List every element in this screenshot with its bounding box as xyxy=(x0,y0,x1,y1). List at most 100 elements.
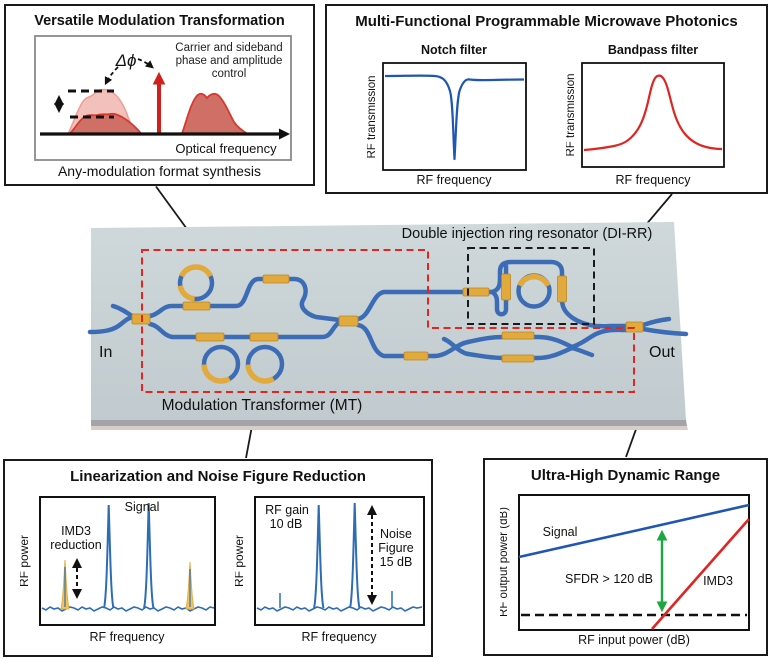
nf-y-label: RF power xyxy=(235,535,246,587)
input-waveguide xyxy=(87,314,136,335)
bandpass-y-label: RF transmission xyxy=(566,73,577,156)
imd3-label-line2: reduction xyxy=(50,538,101,552)
imd3-x-label: RF frequency xyxy=(89,630,165,644)
heater-lower-branch xyxy=(403,351,429,361)
dr-y-label: RF output power (dB) xyxy=(500,507,510,617)
heater-lens-upper xyxy=(501,331,535,340)
bandpass-filter-plot: Bandpass filter RF transmission RF frequ… xyxy=(566,43,725,187)
bandpass-x-label: RF frequency xyxy=(615,173,691,187)
dr-x-label: RF input power (dB) xyxy=(578,633,690,647)
output-upper-waveguide xyxy=(640,316,672,328)
notch-curve xyxy=(384,74,525,161)
note-line-3: control xyxy=(211,68,247,80)
dr-plot-frame xyxy=(518,494,750,631)
heater-ring1-bus xyxy=(182,301,211,311)
panel-modulation: Versatile Modulation Transformation xyxy=(4,4,315,186)
signal-label: Signal xyxy=(125,500,160,514)
crossing-waveguide-b xyxy=(441,336,471,357)
signal-line xyxy=(518,503,750,559)
spectrum-hump-right xyxy=(180,92,251,135)
notch-filter-plot: Notch filter RF transmission RF frequenc… xyxy=(367,43,527,187)
sfdr-label: SFDR > 120 dB xyxy=(565,572,653,586)
lens-output-stub xyxy=(569,345,595,358)
lower-branch-waveguide xyxy=(355,322,437,359)
nf-noise-floor-trace xyxy=(256,606,423,612)
note-line-1: Carrier and sideband xyxy=(175,42,283,54)
panel-linearization: Linearization and Noise Figure Reduction… xyxy=(3,459,433,657)
nf-x-label: RF frequency xyxy=(301,630,377,644)
imd3-y-label: RF power xyxy=(20,535,31,587)
notch-y-label: RF transmission xyxy=(367,75,378,158)
heater-dirr-input xyxy=(462,287,490,297)
panel-dynamic-range: Ultra-High Dynamic Range Signal SFDR > 1… xyxy=(483,458,768,656)
center-coupler xyxy=(338,315,359,327)
imd3-spectrum-plot: Signal IMD3 reduction RF power RF freque… xyxy=(20,496,216,644)
bandpass-filter-title: Bandpass filter xyxy=(608,43,698,57)
imd3-label-line1: IMD3 xyxy=(61,524,91,538)
heater-lens-lower xyxy=(501,354,535,363)
heater-dirr-right xyxy=(557,275,567,303)
dirr-input-waveguide xyxy=(355,289,495,322)
modulation-plot: Δϕ Optical frequency xyxy=(34,35,292,161)
bandpass-curve xyxy=(583,74,723,152)
dirr-dashed-box xyxy=(467,247,595,325)
chip-in-label: In xyxy=(99,344,112,361)
signal-peak-2 xyxy=(143,502,155,609)
heater-lower-arm-1 xyxy=(195,332,225,342)
axis-arrowhead xyxy=(279,128,290,140)
chip-edge-shadow xyxy=(91,420,687,426)
dirr-loop-waveguide xyxy=(489,259,631,329)
panel-linearization-title: Linearization and Noise Figure Reduction xyxy=(70,468,366,485)
imd3-line xyxy=(651,518,750,630)
nf-plot-frame xyxy=(254,496,425,626)
mt-label: Modulation Transformer (MT) xyxy=(162,397,363,414)
dphi-pointer-left xyxy=(104,66,119,86)
panel-dynamic-range-title: Ultra-High Dynamic Range xyxy=(530,467,721,484)
optical-frequency-label: Optical frequency xyxy=(175,141,277,156)
crossing-waveguide-a xyxy=(431,339,471,359)
dynamic-range-plot: Signal SFDR > 120 dB IMD3 RF output powe… xyxy=(500,494,750,647)
nf-label-line2: Figure xyxy=(378,541,413,555)
bandpass-plot-frame xyxy=(581,62,725,168)
connector-linearization-line xyxy=(245,425,253,459)
signal-peak-1 xyxy=(103,504,115,609)
input-stub-waveguide xyxy=(110,303,135,319)
chip-substrate xyxy=(91,222,686,420)
dirr-injection-waveguide xyxy=(489,263,509,317)
modulation-plot-frame xyxy=(34,35,292,161)
modulation-caption: Any-modulation format synthesis xyxy=(57,163,262,179)
dr-signal-label: Signal xyxy=(543,525,578,539)
nf-label-line3: 15 dB xyxy=(380,555,413,569)
panel-modulation-title: Versatile Modulation Transformation xyxy=(34,13,285,29)
mt-dashed-box xyxy=(141,249,635,393)
heater-lower-arm-2 xyxy=(249,332,279,342)
nf-signal-peak-2 xyxy=(349,502,361,609)
notch-x-label: RF frequency xyxy=(416,173,492,187)
dphi-pointer-right xyxy=(137,58,154,69)
dphi-label: Δϕ xyxy=(115,51,137,70)
chip-edge-highlight xyxy=(91,426,688,430)
rf-gain-line2: 10 dB xyxy=(270,517,303,531)
lens-output-waveguide xyxy=(569,327,630,350)
panel-microwave-title: Multi-Functional Programmable Microwave … xyxy=(355,13,738,30)
heater-upper-loop xyxy=(262,274,290,284)
dirr-label: Double injection ring resonator (DI-RR) xyxy=(402,226,653,242)
rf-gain-line1: RF gain xyxy=(265,503,309,517)
imd3-plot-frame xyxy=(39,496,216,626)
noise-figure-plot: RF gain 10 dB Noise Figure 15 dB RF powe… xyxy=(235,496,425,644)
noise-floor-trace xyxy=(41,606,215,612)
mzi-lower-arm xyxy=(147,319,343,340)
notch-filter-title: Notch filter xyxy=(421,43,487,57)
nf-signal-peak-1 xyxy=(313,504,325,609)
carrier-control-note: Carrier and sideband phase and amplitude… xyxy=(166,42,292,81)
notch-plot-frame xyxy=(382,62,527,171)
panel-microwave: Multi-Functional Programmable Microwave … xyxy=(325,4,768,194)
output-waveguide xyxy=(640,326,689,337)
note-line-2: phase and amplitude xyxy=(175,55,283,67)
chip-out-label: Out xyxy=(649,344,675,361)
heater-dirr-injection xyxy=(501,273,511,301)
nf-label-line1: Noise xyxy=(380,527,412,541)
ring-heater-arcs xyxy=(177,264,551,384)
